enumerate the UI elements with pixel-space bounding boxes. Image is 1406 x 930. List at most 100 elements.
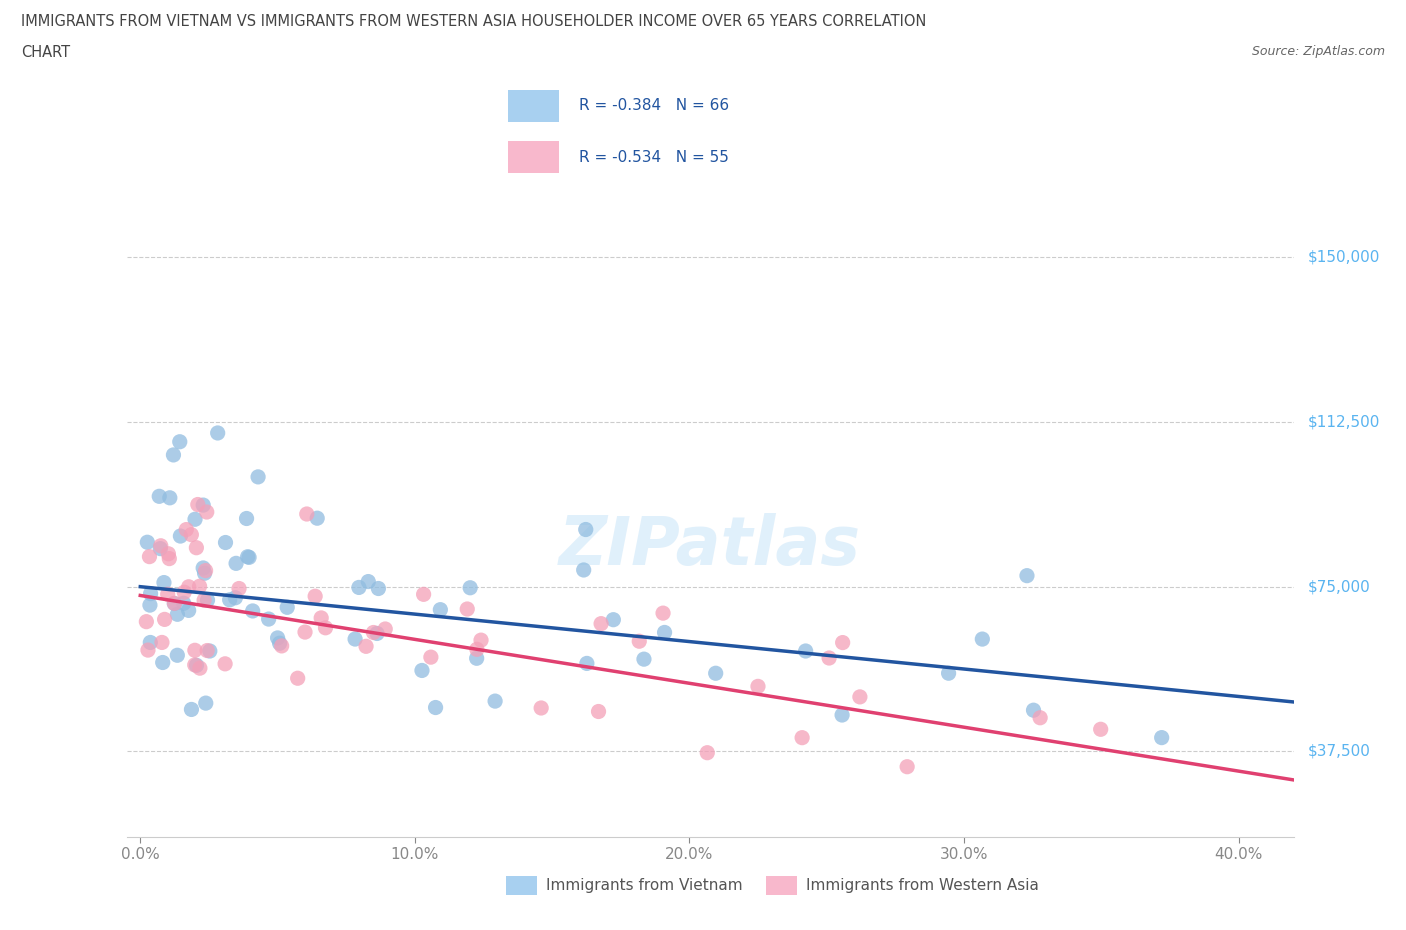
Point — [169, 528, 191, 543]
Point — [374, 621, 396, 636]
Point — [149, 538, 172, 553]
Point — [174, 522, 197, 537]
Point — [831, 708, 853, 723]
Point — [177, 579, 200, 594]
Point — [314, 620, 336, 635]
Point — [269, 636, 291, 651]
Point — [193, 565, 215, 580]
Point — [747, 679, 769, 694]
Text: Immigrants from Vietnam: Immigrants from Vietnam — [546, 878, 742, 893]
Point — [1150, 730, 1173, 745]
Text: R = -0.384   N = 66: R = -0.384 N = 66 — [579, 99, 728, 113]
Point — [347, 580, 370, 595]
Point — [224, 591, 246, 605]
Point — [633, 652, 655, 667]
Point — [163, 596, 186, 611]
Point — [228, 581, 250, 596]
Point — [575, 656, 598, 671]
Point — [849, 689, 872, 704]
Point — [309, 610, 332, 625]
Point — [366, 626, 388, 641]
Point — [295, 507, 318, 522]
Point — [591, 617, 613, 631]
Point — [652, 605, 675, 620]
Point — [180, 702, 202, 717]
Point — [425, 700, 447, 715]
Point — [184, 658, 207, 672]
Point — [166, 648, 188, 663]
Point — [235, 512, 257, 526]
Point — [470, 632, 492, 647]
Point — [169, 434, 191, 449]
Point — [456, 602, 478, 617]
Point — [938, 666, 960, 681]
Point — [177, 603, 200, 618]
Point — [159, 490, 181, 505]
Point — [139, 598, 162, 613]
Text: Immigrants from Western Asia: Immigrants from Western Asia — [806, 878, 1039, 893]
Point — [193, 498, 215, 512]
Point — [195, 505, 218, 520]
Point — [363, 625, 385, 640]
Point — [157, 551, 180, 566]
Point — [152, 655, 174, 670]
Point — [187, 497, 209, 512]
Point — [412, 587, 434, 602]
Point — [148, 489, 170, 504]
Point — [242, 604, 264, 618]
Point — [419, 650, 441, 665]
Point — [357, 574, 380, 589]
Point — [198, 644, 221, 658]
Text: ZIPatlas: ZIPatlas — [560, 513, 860, 579]
Point — [896, 759, 918, 774]
Point — [307, 511, 329, 525]
Point — [1090, 722, 1112, 737]
Point — [287, 671, 309, 685]
Point — [136, 643, 159, 658]
Point — [173, 585, 195, 600]
Point — [150, 635, 173, 650]
Point — [186, 658, 208, 672]
Point — [156, 587, 179, 602]
Point — [1015, 568, 1038, 583]
Text: $150,000: $150,000 — [1308, 250, 1379, 265]
Point — [194, 564, 217, 578]
Point — [344, 631, 367, 646]
Point — [238, 550, 260, 565]
Point — [704, 666, 727, 681]
Point — [180, 527, 202, 542]
Text: Source: ZipAtlas.com: Source: ZipAtlas.com — [1251, 45, 1385, 58]
Point — [197, 592, 219, 607]
Point — [139, 635, 162, 650]
Point — [214, 657, 236, 671]
FancyBboxPatch shape — [508, 90, 560, 122]
Point — [588, 704, 610, 719]
Point — [429, 603, 451, 618]
Point — [575, 522, 598, 537]
Point — [214, 535, 236, 550]
Point — [193, 592, 215, 607]
Point — [195, 644, 218, 658]
Point — [194, 696, 217, 711]
Point — [628, 633, 651, 648]
Point — [257, 612, 280, 627]
FancyBboxPatch shape — [508, 141, 560, 173]
Point — [266, 631, 288, 645]
Point — [818, 651, 841, 666]
Point — [530, 700, 553, 715]
Point — [458, 580, 481, 595]
Point — [157, 546, 180, 561]
Point — [153, 575, 176, 590]
Text: R = -0.534   N = 55: R = -0.534 N = 55 — [579, 150, 728, 165]
Point — [367, 581, 389, 596]
Point — [247, 470, 270, 485]
Point — [153, 612, 176, 627]
Point — [135, 614, 157, 629]
Text: $37,500: $37,500 — [1308, 744, 1371, 759]
Point — [602, 612, 624, 627]
Point — [173, 596, 195, 611]
Point — [654, 625, 676, 640]
Text: IMMIGRANTS FROM VIETNAM VS IMMIGRANTS FROM WESTERN ASIA HOUSEHOLDER INCOME OVER : IMMIGRANTS FROM VIETNAM VS IMMIGRANTS FR… — [21, 14, 927, 29]
Point — [186, 540, 208, 555]
Text: $75,000: $75,000 — [1308, 579, 1371, 594]
